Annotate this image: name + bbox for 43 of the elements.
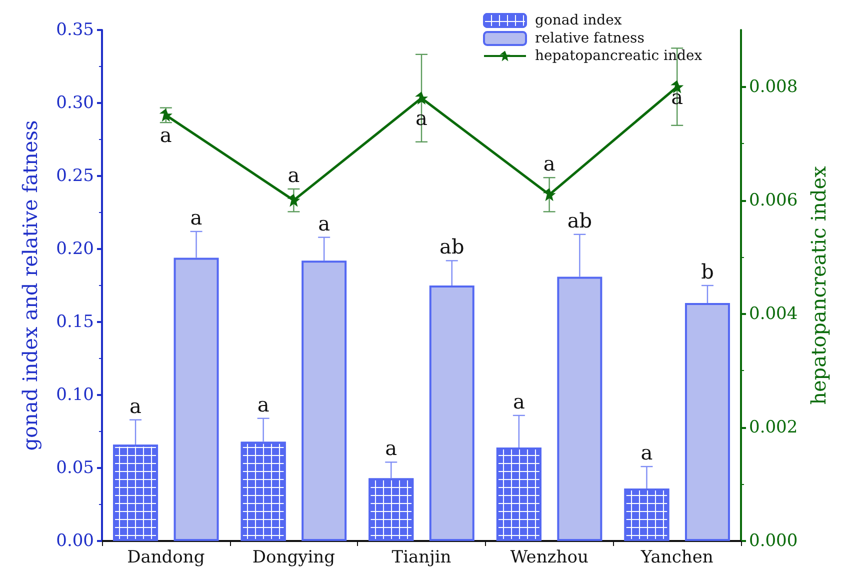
y2-tick-label: 0.000 <box>749 531 798 551</box>
annotation: a <box>130 394 142 418</box>
y-tick-label: 0.05 <box>56 458 94 478</box>
y2-axis-title: hepatopancreatic index <box>806 165 831 405</box>
bar <box>684 303 730 541</box>
y-tick-label: 0.35 <box>56 20 94 40</box>
annotation: a <box>640 440 653 465</box>
y2-tick-label: 0.004 <box>749 304 798 324</box>
y-tick-label: 0.30 <box>56 93 94 113</box>
y-axis-title: gonad index and relative fatness <box>18 120 42 451</box>
x-tick-label: Tianjin <box>392 548 452 568</box>
point <box>415 92 428 105</box>
legend-label: gonad index <box>535 12 622 28</box>
y-tick-label: 0.20 <box>56 239 94 259</box>
annotation: a <box>385 436 398 460</box>
bar <box>557 276 602 541</box>
annotation: a <box>160 123 172 148</box>
annotation: ab <box>440 234 464 259</box>
annotation: a <box>257 392 270 416</box>
x-tick-label: Yanchen <box>640 548 714 568</box>
annotation: a <box>190 205 202 230</box>
annotation: a <box>512 389 525 414</box>
bar <box>302 260 347 541</box>
annotation: a <box>543 152 556 176</box>
bar <box>174 258 219 541</box>
annotation: a <box>288 162 300 187</box>
y-tick-label: 0.25 <box>56 166 94 186</box>
x-tick-label: Wenzhou <box>510 548 588 568</box>
annotation: b <box>701 260 714 284</box>
legend-label: relative fatness <box>535 30 644 46</box>
bar <box>429 286 474 541</box>
annotation: a <box>318 211 330 236</box>
y2-tick-label: 0.008 <box>749 76 798 97</box>
y2-tick-label: 0.002 <box>749 417 798 438</box>
y-tick-label: 0.10 <box>56 385 94 405</box>
y2-tick-label: 0.006 <box>749 190 798 210</box>
point <box>542 188 556 202</box>
x-tick-label: Dongying <box>252 548 336 568</box>
x-tick-label: Dandong <box>127 548 205 568</box>
y-tick-label: 0.15 <box>56 312 94 332</box>
annotation: ab <box>567 208 592 232</box>
point <box>287 194 300 207</box>
y-tick-label: 0.00 <box>56 531 94 551</box>
